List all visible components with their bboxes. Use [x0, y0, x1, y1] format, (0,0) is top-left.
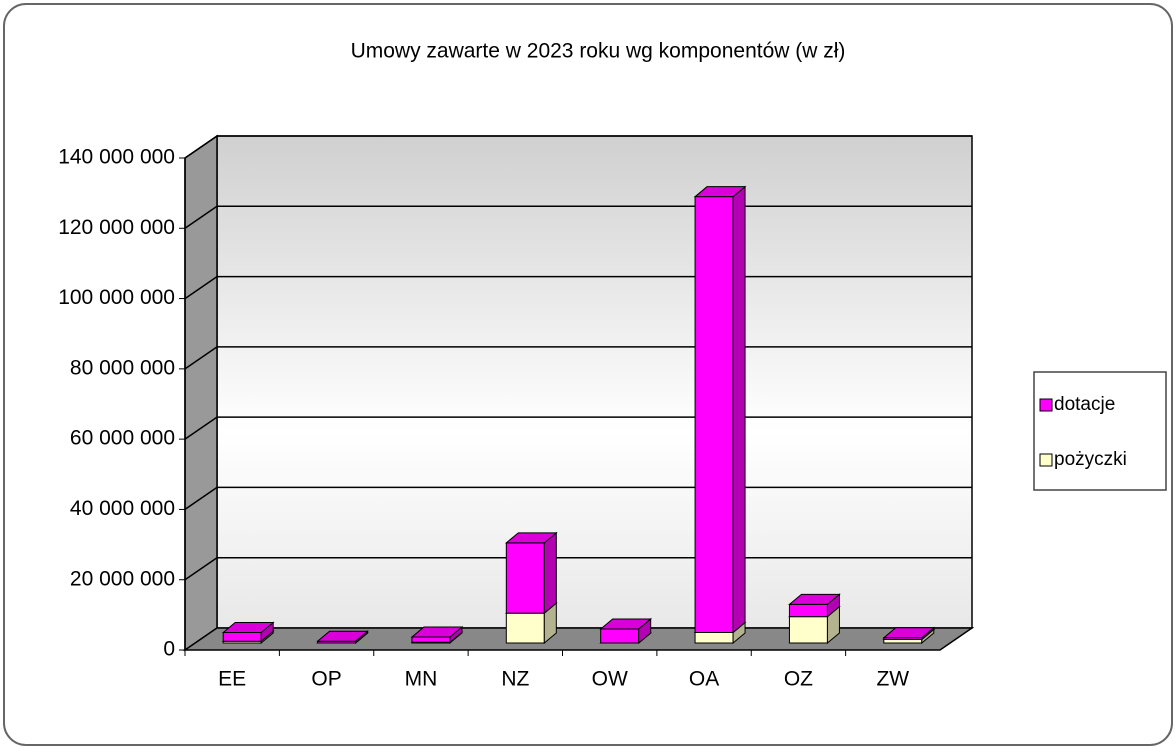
bar-front: [788, 603, 828, 618]
legend-label: dotacje: [1054, 394, 1115, 415]
x-tick-label: OW: [592, 668, 628, 691]
y-tick-label: 40 000 000: [70, 497, 175, 520]
legend-box: [1033, 371, 1167, 491]
bar-top: [882, 627, 936, 639]
x-tick-label: EE: [218, 668, 246, 691]
y-tick-label: 100 000 000: [58, 286, 175, 309]
bar-top: [316, 630, 369, 642]
bar: [504, 531, 558, 615]
chart-title: Umowy zawarte w 2023 roku wg komponentów…: [351, 40, 846, 63]
bar-top: [599, 618, 653, 630]
bar-top: [410, 626, 464, 638]
bar-front: [505, 612, 545, 644]
legend-swatch: [1039, 398, 1053, 412]
legend: [1033, 371, 1167, 491]
bar-front: [883, 638, 923, 644]
x-tick-label: NZ: [501, 668, 529, 691]
side-wall: [184, 134, 218, 652]
bar-front: [694, 196, 734, 633]
bar-front: [600, 628, 640, 644]
bar-side: [543, 531, 557, 615]
bar: [693, 185, 747, 634]
y-tick-label: 0: [163, 638, 175, 661]
floor: [182, 627, 975, 651]
legend-swatch: [1039, 453, 1053, 467]
bar: [788, 593, 841, 618]
legend-label: pożyczki: [1054, 449, 1127, 470]
bar-side: [732, 185, 746, 634]
bar-front: [788, 616, 828, 644]
y-tick-label: 20 000 000: [70, 567, 175, 590]
grid-line: [184, 135, 972, 159]
bar-top: [788, 593, 841, 605]
x-tick-label: OA: [689, 668, 719, 691]
bar-front: [505, 542, 545, 614]
bar: [410, 625, 464, 644]
bar-top: [504, 532, 558, 544]
x-tick-label: OZ: [784, 668, 813, 691]
x-tick-label: MN: [405, 668, 438, 691]
y-tick-label: 140 000 000: [58, 146, 175, 169]
x-tick-label: OP: [311, 668, 341, 691]
bar-front: [222, 631, 262, 642]
back-wall: [216, 135, 973, 629]
bar: [882, 626, 936, 641]
bar: [316, 630, 369, 645]
bar-top: [221, 621, 275, 633]
y-tick-label: 60 000 000: [70, 427, 175, 450]
y-tick-label: 120 000 000: [58, 216, 175, 239]
y-tick-label: 80 000 000: [70, 356, 175, 379]
bar: [221, 621, 275, 643]
bar-front: [694, 631, 734, 644]
bar: [599, 617, 653, 645]
x-tick-label: ZW: [876, 668, 909, 691]
bar-front: [411, 636, 451, 643]
bar-top: [693, 186, 747, 198]
